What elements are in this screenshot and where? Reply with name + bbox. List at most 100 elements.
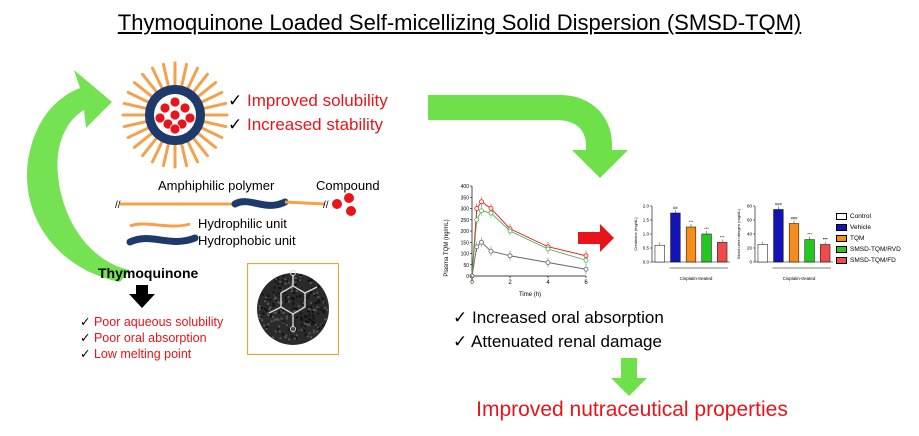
lc-ytick-label: 150: [461, 240, 470, 246]
legend-item: Control: [836, 211, 901, 222]
bc1-xlabel: Cisplatin-treated: [680, 276, 713, 281]
creatinine-chart: 0.0 0.5 1.0 1.5 2.0 ## *** *** *** Creatinine (m…: [633, 204, 730, 281]
black-down-arrow: [129, 285, 155, 308]
outcome-renal: ✓ Attenuated renal damage: [453, 332, 662, 351]
page-title: Thymoquinone Loaded Self-micellizing Sol…: [117, 10, 802, 35]
bar: [820, 244, 831, 263]
legend-item: SMSD-TQM/FD: [836, 255, 901, 266]
thymoquinone-heading: Thymoquinone: [98, 265, 199, 281]
lc-xtick-label: 4: [546, 280, 550, 286]
outcome-absorption: ✓ Increased oral absorption: [453, 308, 664, 327]
red-arrow: [578, 224, 614, 252]
drawback-melting: ✓ Low melting point: [80, 347, 192, 361]
benefit-stability: ✓ Increased stability: [228, 115, 384, 134]
compound-icon: [332, 193, 356, 216]
check-icon: ✓: [228, 115, 243, 134]
thymoquinone-molecule-image: [247, 263, 339, 355]
check-icon: ✓: [80, 331, 91, 345]
lc-point: [474, 206, 480, 211]
curved-arrow-left: [26, 70, 130, 282]
polymer-diagram: // //: [115, 193, 356, 246]
drawback-absorption: ✓ Poor oral absorption: [80, 331, 207, 345]
lc-ytick-label: 300: [461, 207, 470, 213]
legend-label: SMSD-TQM/RVD: [850, 246, 901, 253]
compound-label: Compound: [316, 178, 380, 193]
lc-point: [474, 244, 480, 250]
hydrophilic-unit-label: Hydrophilic unit: [198, 216, 287, 231]
bc2-ylabel: Blood urea nitrogen (mg/dL): [736, 208, 741, 258]
check-icon: ✓: [453, 332, 468, 351]
bar-ytick-label: 20: [747, 246, 753, 251]
lc-point: [488, 210, 494, 216]
legend-item: Vehicle: [836, 222, 901, 233]
bar-annotation: ***: [720, 234, 725, 239]
legend-label: Control: [850, 213, 871, 220]
drawback-solubility: ✓ Poor aqueous solubility: [80, 315, 224, 329]
lc-ytick-label: 200: [461, 229, 470, 235]
bar-annotation: ***: [823, 237, 828, 242]
bar: [717, 242, 728, 263]
bar: [701, 233, 712, 263]
lc-ytick-label: 350: [461, 195, 470, 201]
lc-ytick-label: 400: [461, 184, 470, 190]
legend-swatch: [836, 257, 847, 264]
bar: [773, 209, 784, 263]
bar-ytick-label: 1.5: [643, 218, 650, 223]
lc-ytick-label: 100: [461, 252, 470, 258]
bar-annotation: ***: [823, 237, 828, 242]
bar-annotation: ##: [673, 205, 678, 210]
bar: [670, 212, 681, 263]
lc-point: [474, 217, 480, 223]
lc-point: [479, 239, 484, 245]
bc1-ylabel: Creatinine (mg/dL): [633, 217, 638, 251]
lc-point: [507, 253, 513, 259]
curved-arrow-right: [428, 95, 628, 178]
bar: [804, 239, 815, 263]
legend-item: TQM: [836, 233, 901, 244]
bar-ytick-label: 0.5: [643, 246, 650, 251]
lc-ytick-label: 50: [463, 263, 469, 269]
legend-label: Vehicle: [850, 224, 871, 231]
legend-label: TQM: [850, 235, 865, 242]
lc-series-line: [471, 241, 587, 277]
bar-annotation: ***: [689, 219, 694, 224]
bar-ytick-label: 0: [749, 260, 752, 265]
lc-point: [479, 208, 484, 214]
bar: [685, 226, 697, 263]
bar-annotation: ***: [807, 232, 812, 237]
lc-point: [545, 260, 551, 265]
lc-point: [507, 228, 513, 234]
bar-ytick-label: 1.0: [643, 232, 650, 237]
lc-point: [545, 246, 551, 252]
legend-swatch: [836, 246, 847, 253]
legend-item: SMSD-TQM/RVD: [836, 244, 901, 255]
bar-annotation: ###: [791, 216, 798, 221]
lc-point: [479, 199, 484, 205]
legend-label: SMSD-TQM/FD: [850, 257, 896, 264]
green-down-arrow: [611, 358, 647, 396]
micelle-illustration: [121, 61, 229, 169]
lc-xtick-label: 6: [584, 280, 588, 286]
svg-text://: //: [115, 200, 121, 211]
bar-ytick-label: 40: [747, 232, 753, 237]
bar: [757, 244, 768, 263]
bar: [788, 223, 800, 263]
legend-swatch: [836, 235, 847, 242]
bar-ytick-label: 0.0: [643, 260, 650, 265]
bar: [654, 244, 665, 263]
check-icon: ✓: [228, 91, 243, 110]
lc-xtick-label: 2: [508, 280, 512, 286]
bar-ytick-label: 80: [747, 204, 753, 209]
lc-ytick-label: 250: [461, 218, 470, 224]
chart-legend: Control Vehicle TQM SMSD-TQM/RVD SMSD-TQM/FD: [836, 211, 901, 266]
amphiphilic-polymer-label: Amphiphilic polymer: [158, 178, 275, 193]
bar-annotation: ###: [775, 202, 782, 207]
legend-swatch: [836, 224, 847, 231]
check-icon: ✓: [453, 308, 468, 327]
legend-swatch: [836, 213, 847, 220]
conclusion-text: Improved nutraceutical properties: [476, 398, 788, 421]
check-icon: ✓: [80, 347, 91, 361]
lc-ytick-label: 0: [466, 274, 469, 280]
